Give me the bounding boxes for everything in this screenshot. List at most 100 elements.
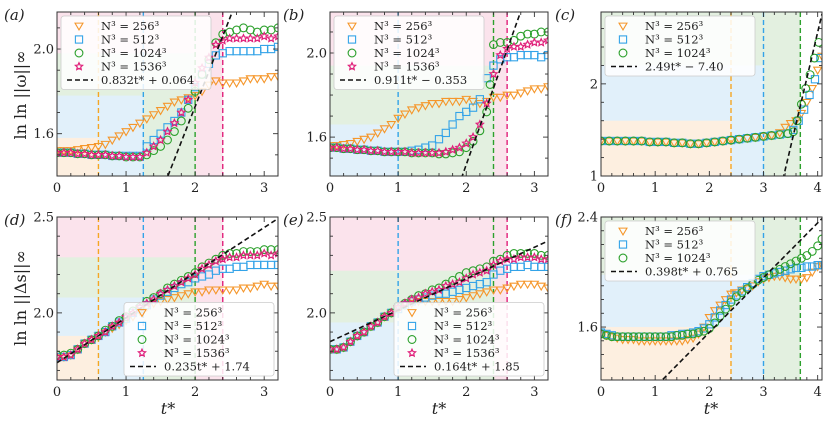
data-point [807, 268, 818, 278]
legend-box [333, 15, 485, 90]
data-point [669, 139, 680, 148]
data-point [440, 97, 451, 107]
data-point [210, 77, 221, 86]
fit-line [57, 217, 278, 364]
data-point [710, 313, 719, 322]
legend-marker [618, 253, 628, 263]
data-point [100, 149, 111, 160]
data-point [639, 332, 649, 342]
data-point [461, 95, 472, 105]
data-point [176, 107, 187, 117]
legend-box [604, 15, 756, 77]
data-point [536, 85, 547, 94]
legend-entry: N³ = 1024³ [101, 46, 167, 60]
data-point [639, 337, 650, 346]
data-point [522, 280, 533, 290]
data-point [454, 271, 464, 281]
data-point [455, 111, 464, 121]
data-point [252, 282, 263, 292]
data-point [785, 275, 796, 284]
data-point [620, 137, 631, 147]
x-tick-label: 3 [530, 181, 538, 196]
data-point [273, 31, 278, 41]
data-point [780, 123, 791, 133]
data-point [359, 326, 370, 337]
series-2 [601, 37, 822, 149]
legend-marker [137, 335, 147, 344]
y-tick-label: 2.0 [306, 47, 327, 62]
data-point [266, 260, 276, 270]
x-tick-label: 3 [530, 385, 538, 400]
data-point [238, 284, 249, 294]
legend-entry: N³ = 256³ [164, 306, 223, 320]
regime-band [601, 327, 731, 380]
data-point [434, 100, 444, 109]
data-point [792, 116, 802, 126]
data-point [148, 294, 159, 304]
data-point [441, 149, 451, 159]
data-point [273, 282, 278, 292]
y-axis-label-top: ln ln ||ω||∞ [11, 51, 30, 140]
data-point [225, 46, 234, 56]
data-point [266, 245, 276, 255]
data-point [522, 39, 533, 49]
data-point [488, 68, 499, 79]
data-point [447, 297, 458, 307]
data-point [482, 278, 491, 287]
series-3 [330, 35, 548, 158]
data-point [801, 274, 812, 283]
legend-entry: N³ = 1024³ [164, 333, 230, 347]
fit-line [330, 240, 548, 343]
data-point [529, 252, 540, 262]
data-point [764, 270, 774, 280]
data-point [57, 350, 62, 360]
data-point [149, 146, 159, 156]
data-point [509, 262, 519, 272]
data-point [413, 297, 424, 307]
data-point [238, 77, 249, 86]
data-point [447, 97, 458, 107]
legend-fit-label: 0.398t* + 0.765 [645, 265, 738, 279]
data-point [701, 139, 712, 148]
data-point [523, 50, 532, 60]
data-point [628, 137, 639, 147]
data-point [231, 33, 242, 43]
legend-marker [407, 309, 417, 318]
data-point [636, 137, 647, 147]
data-point [461, 138, 472, 148]
data-point [515, 280, 526, 290]
data-point [816, 53, 822, 63]
data-point [273, 73, 278, 82]
legend-marker [407, 335, 417, 344]
data-point [259, 75, 270, 84]
data-point [163, 123, 172, 132]
x-tick-label: 3 [759, 385, 767, 400]
data-point [183, 273, 194, 283]
data-point [239, 247, 248, 256]
y-tick-label: 1.6 [306, 131, 327, 146]
data-point [817, 52, 822, 62]
data-point [121, 128, 131, 137]
data-point [791, 275, 801, 284]
legend-marker [618, 48, 628, 58]
data-point [634, 337, 644, 346]
data-point [266, 73, 277, 82]
data-point [655, 337, 666, 346]
data-point [225, 264, 234, 273]
legend-box [60, 15, 212, 90]
x-axis-label-f: t* [704, 399, 718, 418]
legend-marker [347, 61, 357, 71]
x-tick-label: 2 [462, 385, 470, 400]
y-tick-label: 2 [590, 77, 598, 92]
legend-entry: N³ = 512³ [101, 33, 160, 47]
data-point [536, 37, 547, 47]
data-point [468, 97, 478, 107]
legend-entry: N³ = 256³ [645, 19, 704, 33]
data-point [434, 297, 444, 307]
y-tick-label: 1 [590, 170, 598, 185]
